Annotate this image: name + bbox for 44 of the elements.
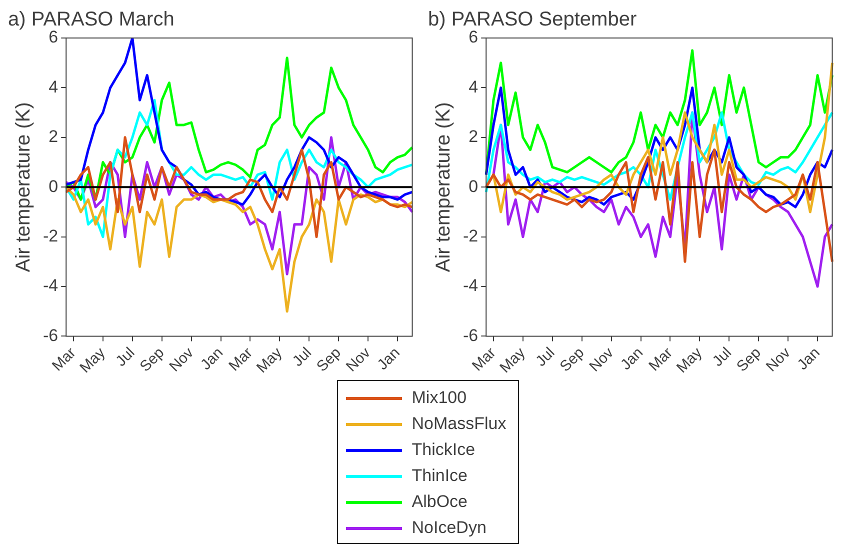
x-tick-label: Jul xyxy=(289,344,315,370)
y-tick-label: 4 xyxy=(48,77,58,96)
x-tick-label: Nov xyxy=(762,344,794,376)
x-tick-label: Nov xyxy=(166,344,198,376)
y-tick-label: -6 xyxy=(42,326,58,345)
legend-label: ThickIce xyxy=(412,440,476,460)
legend-label: NoIceDyn xyxy=(412,518,486,538)
y-tick-label: 2 xyxy=(468,127,478,146)
y-tick-label: -2 xyxy=(42,226,58,246)
y-tick-label: 0 xyxy=(48,176,58,196)
x-tick-label: Sep xyxy=(136,344,168,376)
x-tick-label: Sep xyxy=(313,344,344,376)
y-axis-title: Air temperature (K) xyxy=(432,102,455,272)
x-tick-label: Jan xyxy=(197,344,227,374)
legend-label: NoMassFlux xyxy=(412,414,506,434)
x-tick-label: Jul xyxy=(709,344,735,370)
x-tick-label: Nov xyxy=(586,344,618,376)
x-tick-label: May xyxy=(673,344,706,376)
x-tick-label: Jul xyxy=(532,344,558,370)
x-tick-label: Nov xyxy=(342,344,374,376)
x-tick-label: May xyxy=(496,344,530,376)
x-tick-label: Jan xyxy=(374,344,404,374)
y-tick-label: 0 xyxy=(468,176,478,196)
x-tick-label: Sep xyxy=(733,344,764,376)
x-tick-label: May xyxy=(253,344,286,376)
y-tick-label: -6 xyxy=(462,326,478,345)
x-tick-label: Sep xyxy=(556,344,588,376)
x-tick-label: Jan xyxy=(617,344,647,374)
legend-label: ThinIce xyxy=(412,466,468,486)
x-tick-label: Mar xyxy=(48,344,80,375)
y-axis-title: Air temperature (K) xyxy=(12,102,35,272)
legend-label: Mix100 xyxy=(412,388,467,408)
y-tick-label: -4 xyxy=(462,276,478,296)
x-tick-label: Jul xyxy=(112,344,138,370)
x-tick-label: Mar xyxy=(468,344,500,375)
y-tick-label: 4 xyxy=(468,77,478,96)
x-tick-label: May xyxy=(76,344,110,376)
y-tick-label: 2 xyxy=(48,127,58,146)
legend-label: AlbOce xyxy=(412,492,468,512)
y-tick-label: -4 xyxy=(42,276,58,296)
x-tick-label: Mar xyxy=(646,344,676,375)
x-tick-label: Jan xyxy=(794,344,824,374)
x-tick-label: Mar xyxy=(226,344,256,375)
y-tick-label: -2 xyxy=(462,226,478,246)
